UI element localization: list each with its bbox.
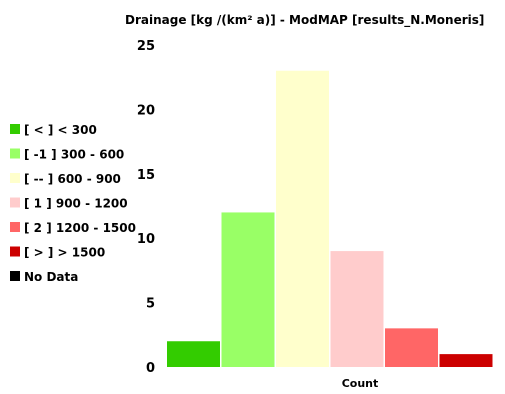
legend-label: No Data xyxy=(24,270,78,284)
legend-swatch xyxy=(10,246,20,257)
chart-title: Drainage [kg /(km² a)] - ModMAP [results… xyxy=(125,13,484,28)
y-tick-label: 5 xyxy=(146,297,155,312)
legend-label: [ -1 ] 300 - 600 xyxy=(24,148,124,162)
legend-label: [ 2 ] 1200 - 1500 xyxy=(24,221,136,235)
bar xyxy=(221,212,275,367)
legend-swatch xyxy=(10,124,20,134)
legend-swatch xyxy=(10,271,20,281)
y-tick-label: 20 xyxy=(137,103,155,118)
legend-label: [ -- ] 600 - 900 xyxy=(24,172,121,186)
bar xyxy=(330,251,384,367)
legend-swatch xyxy=(10,222,20,232)
bars xyxy=(167,70,493,367)
legend-label: [ < ] < 300 xyxy=(24,123,97,137)
y-tick-label: 10 xyxy=(137,232,155,247)
bar xyxy=(167,341,220,367)
bar xyxy=(439,354,493,367)
legend-swatch xyxy=(10,148,20,159)
y-axis-ticks: 0 5 10 15 20 25 xyxy=(137,39,155,376)
bar xyxy=(385,328,438,367)
y-tick-label: 25 xyxy=(137,39,155,54)
legend: [ < ] < 300 [ -1 ] 300 - 600 [ -- ] 600 - … xyxy=(10,123,136,284)
x-axis-label: Count xyxy=(342,377,379,390)
legend-label: [ 1 ] 900 - 1200 xyxy=(24,197,128,211)
legend-swatch xyxy=(10,173,20,183)
bar xyxy=(276,70,329,367)
y-tick-label: 15 xyxy=(137,168,155,183)
legend-swatch xyxy=(10,197,20,208)
y-tick-label: 0 xyxy=(146,361,155,376)
legend-label: [ > ] > 1500 xyxy=(24,246,105,260)
